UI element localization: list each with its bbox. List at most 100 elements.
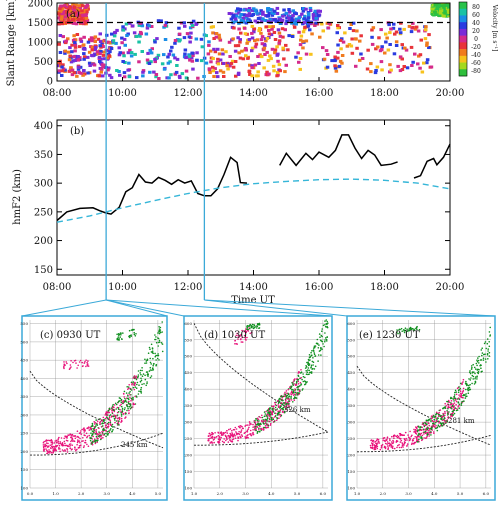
echo-point-green — [465, 380, 467, 383]
echo-point-magenta — [217, 442, 220, 444]
echo-point-magenta — [432, 423, 435, 426]
echo-cell — [398, 69, 403, 73]
echo-cell — [325, 53, 330, 56]
echo-point-magenta — [227, 434, 230, 437]
echo-cell — [61, 35, 65, 39]
echo-cell — [195, 21, 199, 25]
echo-cell — [101, 65, 105, 69]
echo-point-green — [99, 418, 101, 420]
echo-cell — [101, 45, 105, 49]
echo-cell — [383, 51, 387, 55]
echo-point-green — [133, 331, 135, 334]
guide-line-connector — [204, 299, 348, 317]
echo-point-green — [466, 384, 468, 387]
echo-cell — [326, 26, 331, 30]
echo-point-green — [157, 332, 159, 334]
echo-point-magenta — [386, 443, 388, 445]
echo-point-magenta — [209, 437, 211, 440]
echo-point-magenta — [69, 433, 71, 436]
echo-point-green — [89, 439, 92, 442]
echo-point-magenta — [413, 428, 415, 431]
echo-point-magenta — [110, 416, 113, 418]
echo-point-green — [480, 349, 483, 351]
echo-point-magenta — [421, 439, 423, 442]
echo-point-green — [437, 413, 440, 416]
echo-point-magenta — [375, 442, 377, 445]
echo-point-green — [309, 356, 311, 358]
echo-point-green — [136, 381, 139, 384]
echo-cell — [67, 58, 72, 62]
echo-cell — [394, 40, 399, 44]
echo-cell — [439, 9, 443, 13]
echo-point-magenta — [222, 434, 224, 436]
echo-point-magenta — [78, 445, 81, 447]
echo-cell — [191, 67, 195, 71]
echo-point-green — [106, 431, 109, 433]
echo-point-green — [274, 406, 277, 409]
echo-point-magenta — [399, 441, 402, 443]
echo-cell — [76, 55, 80, 58]
panel-e: 1.0 2.0 3.0 4.0 5.0 6.01001502002503003504004… — [346, 315, 496, 501]
echo-point-green — [434, 415, 437, 418]
echo-cell — [400, 43, 404, 47]
echo-point-green — [486, 342, 489, 345]
echo-point-green — [292, 390, 295, 392]
echo-point-green — [252, 326, 254, 328]
echo-point-magenta — [226, 432, 229, 434]
echo-point-magenta — [371, 442, 374, 445]
echo-point-green — [132, 381, 135, 383]
echo-cell — [270, 27, 274, 31]
echo-point-green — [253, 324, 256, 327]
echo-cell — [115, 28, 119, 32]
echo-point-magenta — [229, 432, 231, 435]
echo-point-green — [117, 411, 120, 413]
echo-point-magenta — [211, 441, 213, 443]
echo-cell — [95, 50, 100, 54]
echo-point-magenta — [373, 444, 376, 446]
echo-cell — [282, 57, 286, 61]
echo-point-magenta — [271, 413, 273, 415]
echo-point-green — [150, 343, 153, 346]
echo-point-magenta — [71, 437, 74, 440]
echo-cell — [234, 74, 238, 78]
echo-cell — [410, 64, 414, 67]
echo-point-magenta — [430, 417, 433, 420]
echo-point-green — [152, 364, 154, 367]
echo-cell — [375, 65, 380, 69]
echo-point-green — [427, 420, 429, 422]
colorbar-title: Velocity [m s⁻¹] — [491, 4, 498, 52]
echo-point-magenta — [268, 420, 270, 423]
echo-cell — [283, 28, 287, 32]
echo-cell — [237, 11, 241, 15]
panel-c-y-tick-label: 450 — [20, 358, 28, 363]
echo-point-magenta — [271, 410, 274, 413]
echo-cell — [70, 43, 74, 47]
echo-cell — [396, 64, 400, 68]
echo-cell — [285, 16, 289, 20]
echo-point-green — [141, 375, 144, 378]
echo-point-magenta — [391, 435, 393, 438]
echo-point-magenta — [90, 427, 93, 430]
echo-point-magenta — [104, 414, 106, 416]
echo-point-magenta — [74, 448, 76, 450]
echo-cell — [111, 39, 116, 43]
echo-cell — [409, 30, 414, 34]
echo-point-green — [108, 407, 111, 410]
echo-point-green — [161, 350, 164, 353]
echo-point-magenta — [415, 430, 418, 432]
echo-cell — [99, 50, 103, 53]
colorbar-swatch — [459, 55, 467, 63]
echo-point-green — [471, 382, 473, 385]
echo-cell — [107, 66, 111, 70]
echo-point-green — [140, 379, 143, 382]
echo-cell — [63, 49, 67, 53]
echo-cell — [237, 51, 241, 55]
echo-point-magenta — [273, 405, 275, 407]
echo-cell — [82, 10, 86, 14]
echo-point-magenta — [460, 396, 463, 399]
echo-point-green — [454, 391, 456, 394]
echo-point-green — [484, 353, 486, 356]
echo-point-green — [476, 359, 478, 362]
echo-cell — [67, 50, 71, 54]
echo-point-green — [127, 407, 129, 410]
